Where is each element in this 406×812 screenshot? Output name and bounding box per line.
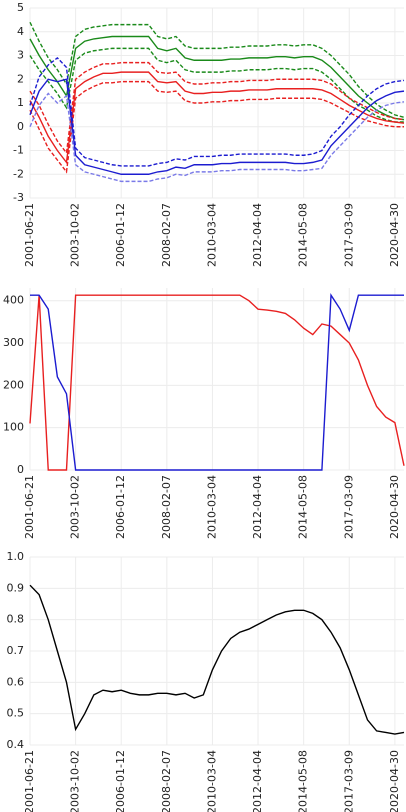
series-line bbox=[30, 293, 404, 471]
x-tick-label: 2001-06-21 bbox=[23, 203, 36, 267]
y-tick-label: 300 bbox=[3, 336, 24, 349]
series-line bbox=[29, 61, 405, 155]
series-line bbox=[29, 56, 405, 167]
x-tick-label: 2014-05-08 bbox=[297, 750, 310, 812]
x-tick-label: 2010-03-04 bbox=[205, 203, 218, 267]
y-tick-label: 5 bbox=[17, 1, 24, 14]
x-tick-label: 2003-10-02 bbox=[69, 750, 82, 812]
x-tick-label: 2020-04-30 bbox=[388, 750, 401, 812]
x-tick-label: 2010-03-04 bbox=[205, 475, 218, 539]
series-line bbox=[29, 80, 404, 174]
x-tick-label: 2012-04-04 bbox=[251, 475, 264, 539]
x-tick-label: 2003-10-02 bbox=[69, 475, 82, 539]
series-line bbox=[29, 294, 405, 471]
series-line bbox=[29, 92, 405, 183]
x-tick-label: 2006-01-12 bbox=[114, 203, 127, 267]
x-tick-label: 2014-05-08 bbox=[297, 203, 310, 267]
y-tick-label: -1 bbox=[13, 144, 24, 157]
series-line bbox=[29, 35, 405, 121]
y-tick-label: 1.0 bbox=[7, 550, 25, 563]
x-tick-label: 2014-05-08 bbox=[297, 475, 310, 539]
x-tick-label: 2006-01-12 bbox=[114, 750, 127, 812]
y-tick-label: 4 bbox=[17, 25, 24, 38]
x-tick-label: 2017-03-09 bbox=[342, 475, 355, 539]
y-tick-label: 0.4 bbox=[7, 738, 25, 751]
x-tick-label: 2017-03-09 bbox=[342, 203, 355, 267]
y-tick-label: 1 bbox=[17, 96, 24, 109]
x-tick-label: 2008-02-07 bbox=[160, 475, 173, 539]
x-tick-label: 2017-03-09 bbox=[342, 750, 355, 812]
series-line bbox=[29, 584, 405, 735]
x-tick-label: 2001-06-21 bbox=[23, 750, 36, 812]
y-tick-label: -3 bbox=[13, 191, 24, 204]
y-tick-label: 200 bbox=[3, 378, 24, 391]
y-tick-label: 0 bbox=[17, 120, 24, 133]
x-tick-label: 2008-02-07 bbox=[160, 750, 173, 812]
y-tick-label: 100 bbox=[3, 421, 24, 434]
x-tick-label: 2012-04-04 bbox=[251, 203, 264, 267]
y-tick-label: 0.8 bbox=[7, 613, 25, 626]
x-tick-label: 2010-03-04 bbox=[205, 750, 218, 812]
x-tick-label: 2012-04-04 bbox=[251, 750, 264, 812]
x-tick-label: 2006-01-12 bbox=[114, 475, 127, 539]
x-tick-label: 2003-10-02 bbox=[69, 203, 82, 267]
series-line bbox=[29, 71, 405, 165]
y-tick-label: 0.6 bbox=[7, 675, 25, 688]
y-tick-label: 3 bbox=[17, 49, 24, 62]
x-tick-label: 2001-06-21 bbox=[23, 475, 36, 539]
series-line bbox=[29, 21, 405, 118]
series-line bbox=[29, 78, 405, 175]
y-tick-label: -2 bbox=[13, 167, 24, 180]
y-tick-label: 0.5 bbox=[7, 707, 25, 720]
series-line bbox=[29, 47, 404, 123]
y-tick-label: 0.7 bbox=[7, 644, 25, 657]
x-tick-label: 2020-04-30 bbox=[388, 475, 401, 539]
y-tick-label: 0.9 bbox=[7, 581, 25, 594]
x-tick-label: 2020-04-30 bbox=[388, 203, 401, 267]
x-tick-label: 2008-02-07 bbox=[160, 203, 173, 267]
y-tick-label: 0 bbox=[17, 463, 24, 476]
y-tick-label: 2 bbox=[17, 72, 24, 85]
y-tick-label: 400 bbox=[3, 294, 24, 307]
